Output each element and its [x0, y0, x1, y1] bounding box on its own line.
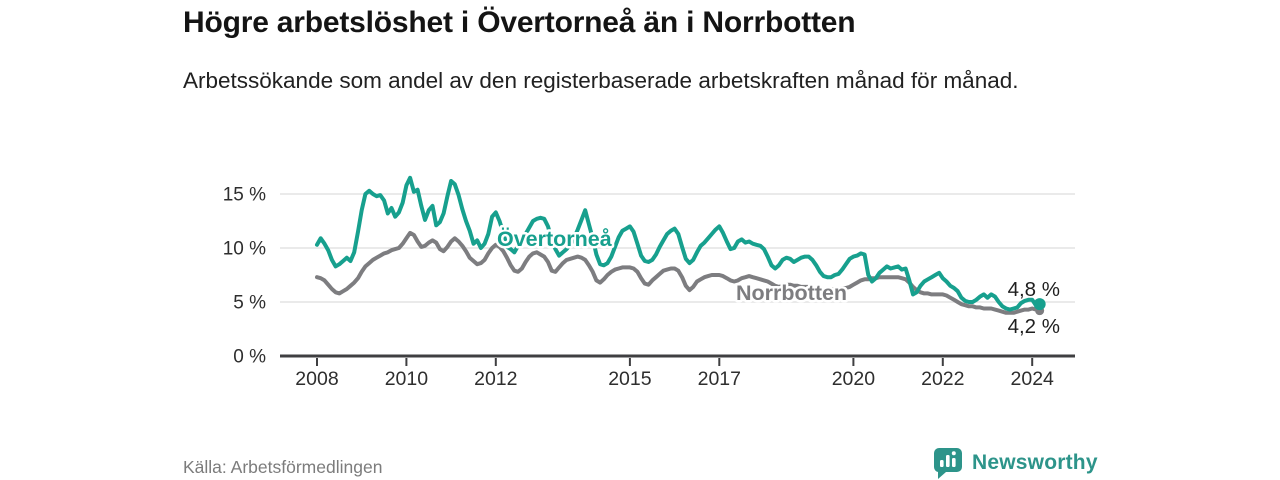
bar-chart-bar-small	[940, 459, 944, 467]
overtornea-series-label: Övertorneå	[497, 226, 613, 251]
bar-chart-bar-medium	[952, 457, 956, 467]
x-tick-label-2022: 2022	[921, 368, 964, 390]
x-tick-label-2024: 2024	[1011, 368, 1055, 390]
x-tick-label-2015: 2015	[608, 368, 652, 390]
bar-chart-bar-tall	[946, 454, 950, 467]
y-tick-label: 10 %	[223, 239, 266, 260]
x-tick-label-2017: 2017	[698, 368, 741, 390]
y-tick-label: 5 %	[233, 293, 266, 314]
x-tick-label-2012: 2012	[474, 368, 517, 390]
x-tick-label-2008: 2008	[295, 368, 338, 390]
x-tick-label-2010: 2010	[385, 368, 429, 390]
norrbotten-series-label: Norrbotten	[736, 281, 847, 305]
overtornea-line	[315, 175, 1042, 312]
newsworthy-logo-icon	[933, 447, 962, 479]
overtornea-end-value-label: 4,8 %	[1008, 278, 1060, 301]
norrbotten-end-value-label: 4,2 %	[1008, 315, 1060, 338]
y-tick-label: 15 %	[223, 185, 266, 206]
exclamation-dot	[951, 450, 956, 455]
overtornea-end-dot	[1033, 298, 1046, 311]
source-note: Källa: Arbetsförmedlingen	[183, 457, 383, 477]
x-tick-label-2020: 2020	[832, 368, 876, 390]
newsworthy-logo-text: Newsworthy	[972, 451, 1098, 474]
chart-title: Högre arbetslöshet i Övertorneå än i Nor…	[183, 6, 856, 39]
y-tick-label: 0 %	[233, 347, 266, 368]
chart-subtitle: Arbetssökande som andel av den registerb…	[183, 68, 1019, 93]
norrbotten-line	[315, 230, 1042, 315]
newsworthy-brand: Newsworthy	[933, 446, 1098, 480]
